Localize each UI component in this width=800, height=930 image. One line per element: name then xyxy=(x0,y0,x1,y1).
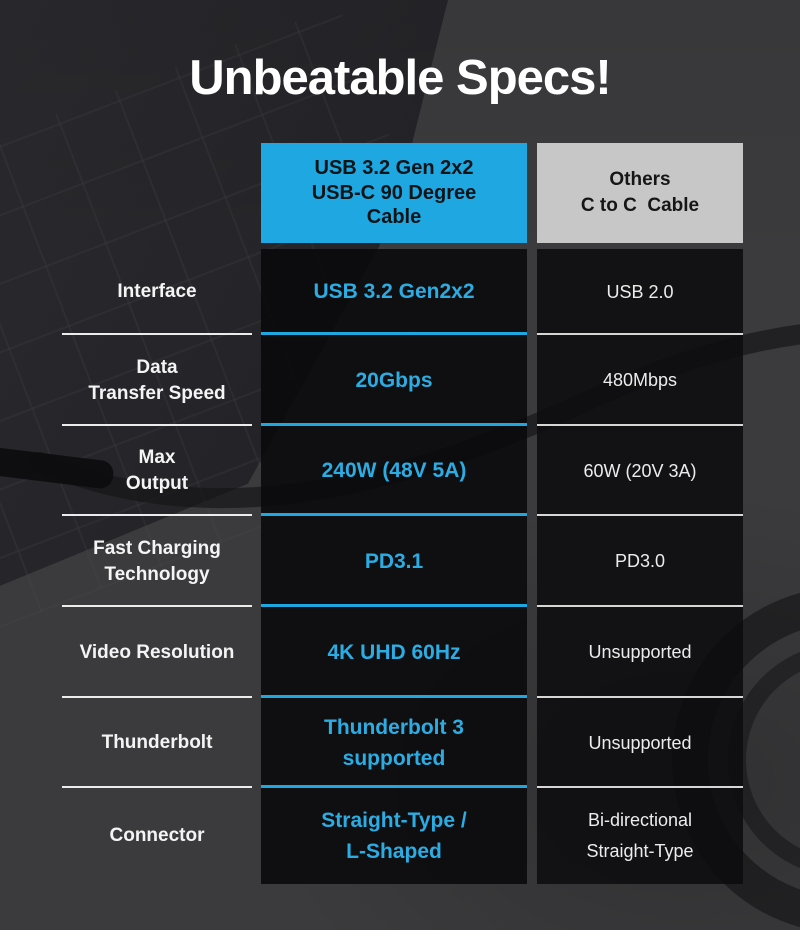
others-value: Unsupported xyxy=(537,607,743,698)
others-column-header: Others C to C Cable xyxy=(537,143,743,243)
others-value: Bi-directional Straight-Type xyxy=(586,810,694,861)
spec-label: Max Output xyxy=(62,426,252,516)
spec-label: Data Transfer Speed xyxy=(62,335,252,426)
product-value: 4K UHD 60Hz xyxy=(261,607,527,698)
page-title: Unbeatable Specs! xyxy=(189,51,611,105)
spec-label: Fast Charging Technology xyxy=(62,516,252,607)
others-value-column: USB 2.0 480Mbps 60W (20V 3A) PD3.0 Unsup… xyxy=(537,249,743,884)
others-value: 60W (20V 3A) xyxy=(537,426,743,516)
product-value: PD3.1 xyxy=(261,516,527,607)
spec-label: Video Resolution xyxy=(62,607,252,698)
product-value: Thunderbolt 3 supported xyxy=(261,698,527,788)
spec-label-column: Interface Data Transfer Speed Max Output… xyxy=(62,249,252,884)
others-value: Unsupported xyxy=(537,698,743,788)
product-value: 240W (48V 5A) xyxy=(261,426,527,516)
others-value: USB 2.0 xyxy=(537,249,743,335)
product-column-header: USB 3.2 Gen 2x2 USB-C 90 Degree Cable xyxy=(261,143,527,243)
product-value: Straight-Type / L-Shaped xyxy=(321,808,467,864)
product-value-column: USB 3.2 Gen2x2 20Gbps 240W (48V 5A) PD3.… xyxy=(261,249,527,884)
product-value: 20Gbps xyxy=(261,335,527,426)
spec-label: Interface xyxy=(62,249,252,335)
spec-label: Connector xyxy=(109,825,205,847)
others-value: 480Mbps xyxy=(537,335,743,426)
others-value: PD3.0 xyxy=(537,516,743,607)
product-value: USB 3.2 Gen2x2 xyxy=(261,249,527,335)
spec-label: Thunderbolt xyxy=(62,698,252,788)
